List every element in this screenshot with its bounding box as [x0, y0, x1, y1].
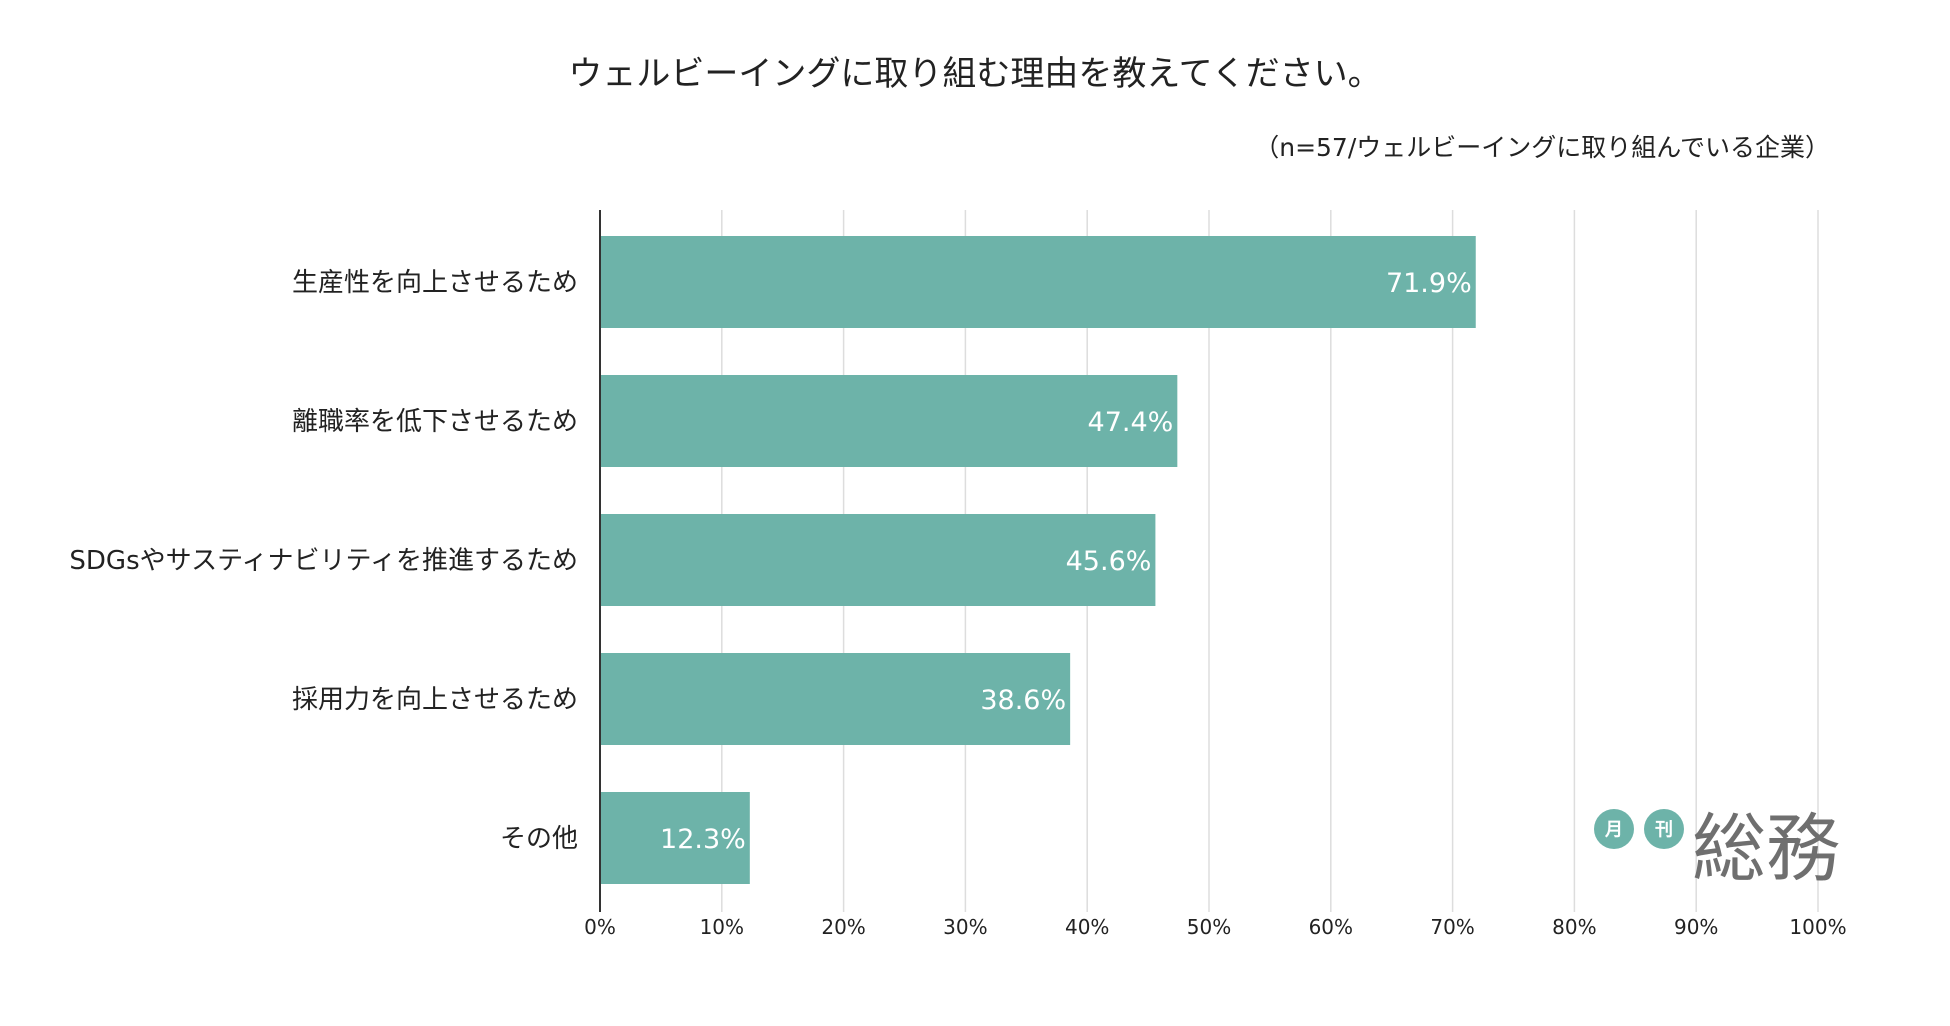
x-tick-label: 0% — [584, 915, 616, 939]
x-tick-label: 70% — [1430, 915, 1474, 939]
x-tick-label: 20% — [821, 915, 865, 939]
x-tick-label: 100% — [1789, 915, 1846, 939]
bar — [600, 236, 1476, 328]
chart-title: ウェルビーイングに取り組む理由を教えてください。 — [568, 54, 1381, 94]
category-label: 離職率を低下させるため — [292, 407, 578, 437]
logo-badge-2-text: 刊 — [1655, 820, 1673, 841]
logo-badge-1 — [1594, 809, 1634, 849]
bar — [600, 792, 750, 884]
value-label: 12.3% — [660, 824, 746, 855]
value-label: 38.6% — [980, 685, 1066, 716]
x-tick-label: 40% — [1065, 915, 1109, 939]
category-label: 生産性を向上させるため — [292, 268, 578, 298]
logo-name: 総務 — [1692, 806, 1840, 892]
x-tick-label: 50% — [1187, 915, 1231, 939]
chart-subtitle: （n=57/ウェルビーイングに取り組んでいる企業） — [1254, 133, 1830, 162]
logo: 月 刊 総務 — [1594, 806, 1840, 892]
x-axis-ticks: 0% 10% 20% 30% 40% 50% 60% 70% 80% 90% 100% — [584, 915, 1846, 939]
logo-badge-2 — [1644, 809, 1684, 849]
x-tick-label: 90% — [1674, 915, 1718, 939]
bars — [600, 236, 1476, 884]
bar — [600, 514, 1156, 606]
value-labels: 71.9% 47.4% 45.6% 38.6% 12.3% — [660, 268, 1472, 855]
value-label: 45.6% — [1066, 546, 1152, 577]
x-tick-label: 30% — [943, 915, 987, 939]
logo-badge-1-text: 月 — [1604, 820, 1623, 841]
x-tick-label: 80% — [1552, 915, 1596, 939]
x-tick-label: 10% — [700, 915, 744, 939]
category-label: SDGsやサスティナビリティを推進するため — [69, 546, 578, 576]
value-label: 47.4% — [1088, 407, 1174, 438]
x-tick-label: 60% — [1309, 915, 1353, 939]
bar — [600, 653, 1071, 745]
category-label: 採用力を向上させるため — [292, 685, 578, 715]
bar — [600, 375, 1178, 467]
value-label: 71.9% — [1386, 268, 1472, 299]
category-label: その他 — [500, 824, 578, 854]
